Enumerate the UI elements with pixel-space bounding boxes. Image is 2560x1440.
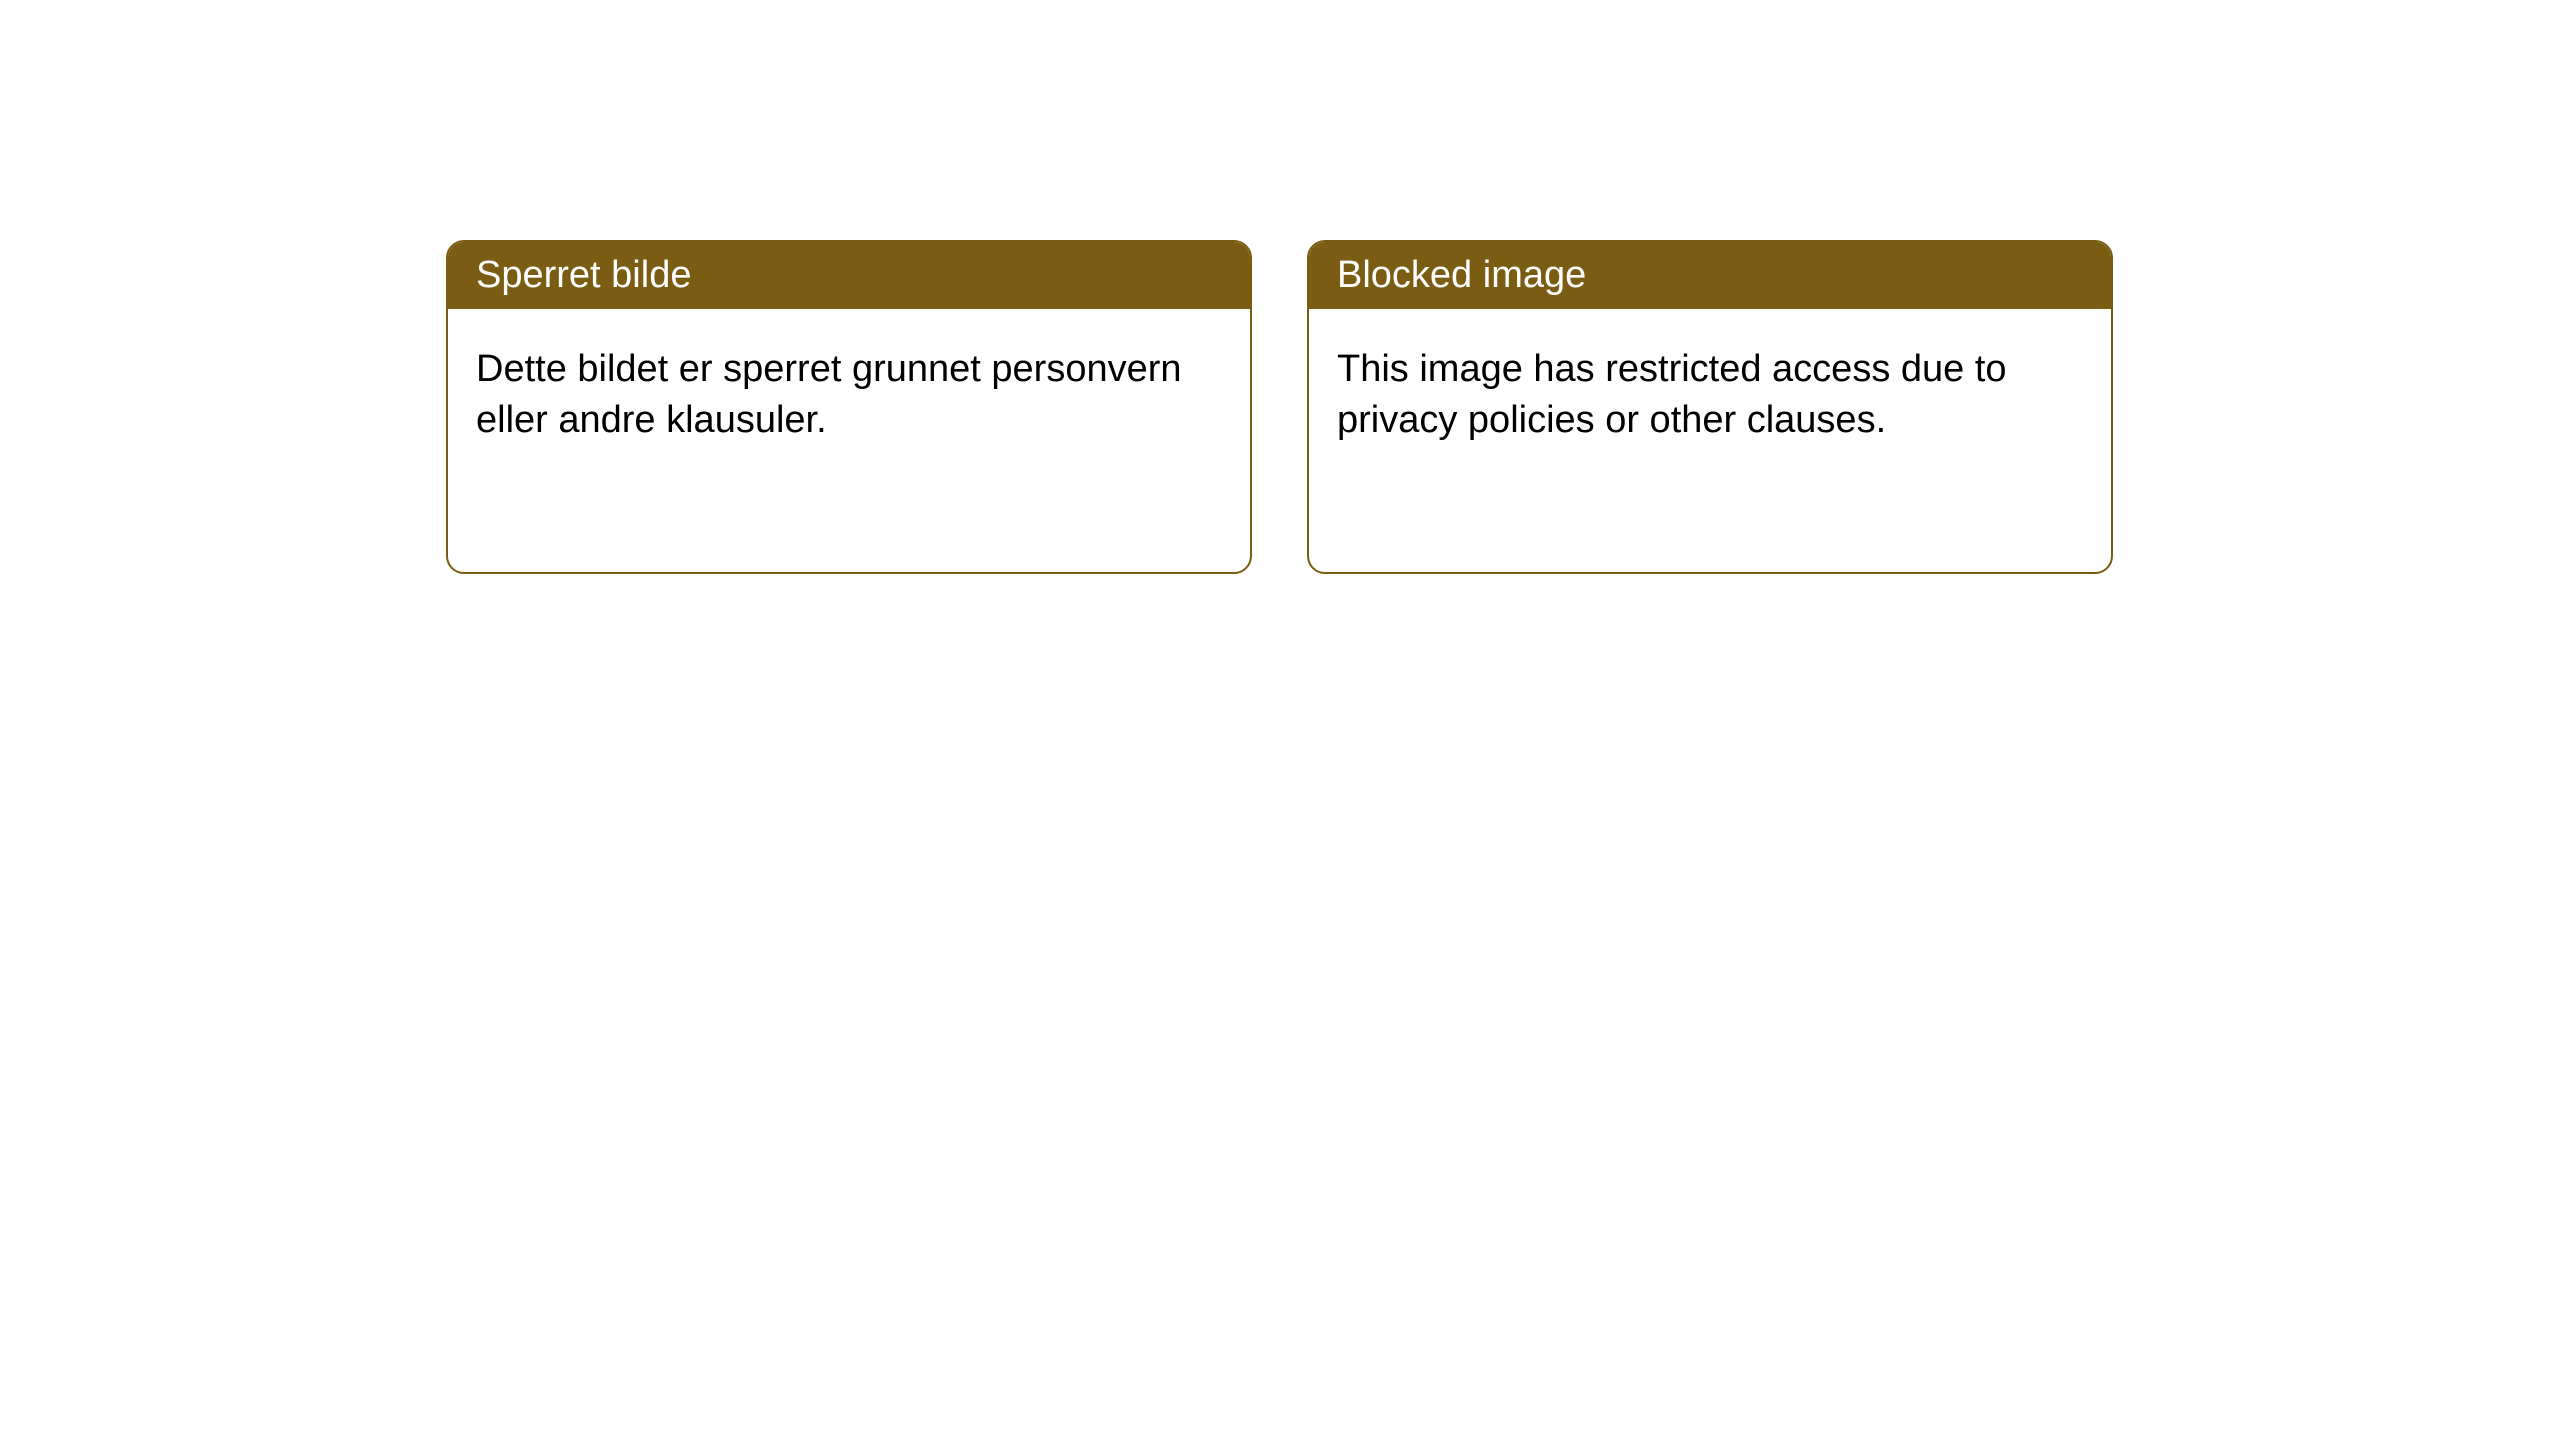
card-header: Sperret bilde (448, 242, 1250, 309)
card-body: This image has restricted access due to … (1309, 309, 2111, 482)
card-header: Blocked image (1309, 242, 2111, 309)
card-title: Blocked image (1337, 254, 1586, 296)
notice-card-en: Blocked image This image has restricted … (1307, 240, 2113, 574)
card-body-text: This image has restricted access due to … (1337, 348, 2007, 441)
notice-container: Sperret bilde Dette bildet er sperret gr… (446, 240, 2113, 574)
card-body: Dette bildet er sperret grunnet personve… (448, 309, 1250, 482)
card-body-text: Dette bildet er sperret grunnet personve… (476, 348, 1182, 441)
card-title: Sperret bilde (476, 254, 691, 296)
notice-card-no: Sperret bilde Dette bildet er sperret gr… (446, 240, 1252, 574)
